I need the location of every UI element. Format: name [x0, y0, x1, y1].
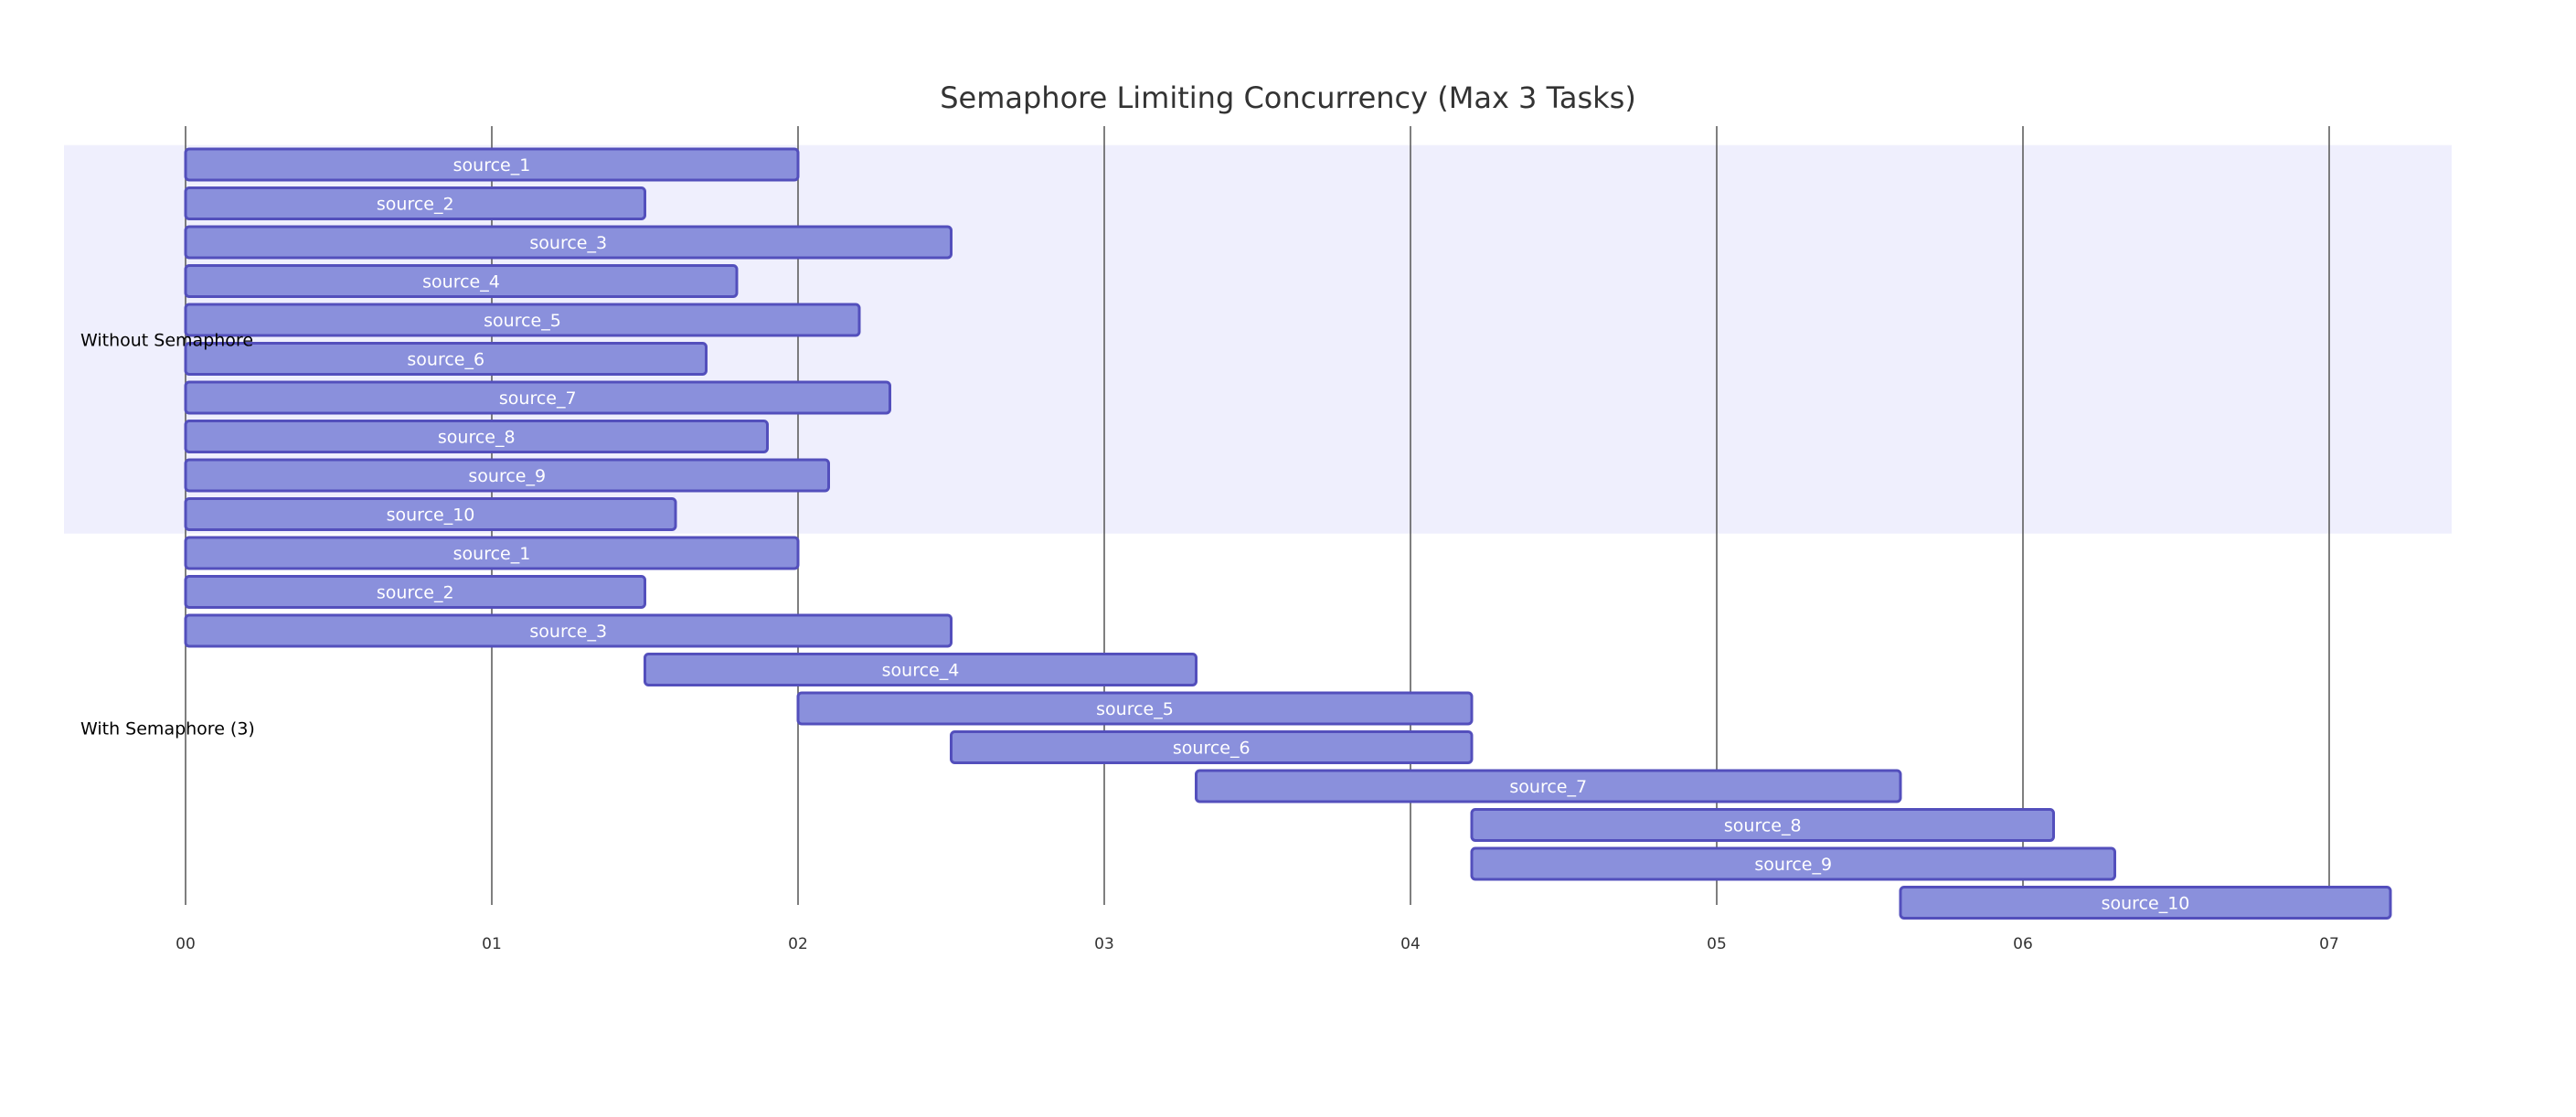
- task-bar: [184, 420, 769, 453]
- task-bar: [184, 380, 891, 415]
- task-bar: [644, 653, 1198, 686]
- task-label: source_6: [407, 350, 484, 370]
- task-label: source_7: [499, 388, 577, 409]
- task-bar: [1899, 886, 2392, 920]
- section-labels: Without Semaphore With Semaphore (3): [80, 330, 255, 739]
- task-label: source_10: [2102, 894, 2190, 914]
- task-label: source_1: [453, 155, 531, 176]
- task-label: source_10: [387, 505, 475, 526]
- task-bar: [184, 536, 800, 570]
- task-label: source_2: [377, 583, 454, 603]
- task-bar: [184, 613, 953, 648]
- task-label: source_1: [453, 544, 531, 564]
- task-bar: [184, 147, 800, 182]
- task-label: source_6: [1173, 739, 1251, 759]
- task-bar: [1470, 808, 2055, 842]
- task-bar: [184, 458, 830, 493]
- task-bar: [184, 264, 739, 298]
- section-label: With Semaphore (3): [80, 718, 255, 739]
- task-bar: [184, 186, 646, 220]
- tick-label: 03: [1094, 935, 1114, 953]
- x-axis: 00 01 02 03 04 05 06 07: [176, 935, 2339, 953]
- task-bar: [796, 691, 1474, 726]
- task-label: source_4: [422, 272, 500, 293]
- tick-label: 04: [1400, 935, 1421, 953]
- task-bar: [184, 303, 861, 337]
- task-label: source_8: [438, 428, 516, 448]
- task-label: source_4: [882, 661, 960, 681]
- task-bar: [184, 497, 677, 531]
- tick-label: 00: [176, 935, 196, 953]
- task-label: source_7: [1509, 777, 1587, 797]
- tick-label: 01: [482, 935, 502, 953]
- task-label: source_5: [1096, 699, 1174, 719]
- task-label: source_3: [529, 622, 607, 642]
- task-bar: [950, 730, 1474, 764]
- task-label: source_3: [529, 233, 607, 253]
- section-label: Without Semaphore: [80, 330, 253, 350]
- task-bar: [1470, 846, 2116, 881]
- task-label: source_2: [377, 195, 454, 215]
- task-bar: [184, 342, 708, 376]
- task-label: source_9: [468, 466, 546, 486]
- task-bar: [184, 225, 953, 260]
- task-label: source_9: [1754, 855, 1832, 875]
- tick-label: 05: [1707, 935, 1727, 953]
- task-bars: source_1 source_2 source_3 source_4 source_5…: [184, 147, 2392, 920]
- tick-label: 06: [2013, 935, 2033, 953]
- tick-label: 07: [2319, 935, 2339, 953]
- tick-label: 02: [788, 935, 808, 953]
- task-bar: [1195, 769, 1902, 803]
- task-label: source_8: [1724, 816, 1802, 836]
- task-bar: [184, 575, 646, 609]
- task-label: source_5: [484, 311, 561, 331]
- chart-title: Semaphore Limiting Concurrency (Max 3 Ta…: [940, 80, 1636, 115]
